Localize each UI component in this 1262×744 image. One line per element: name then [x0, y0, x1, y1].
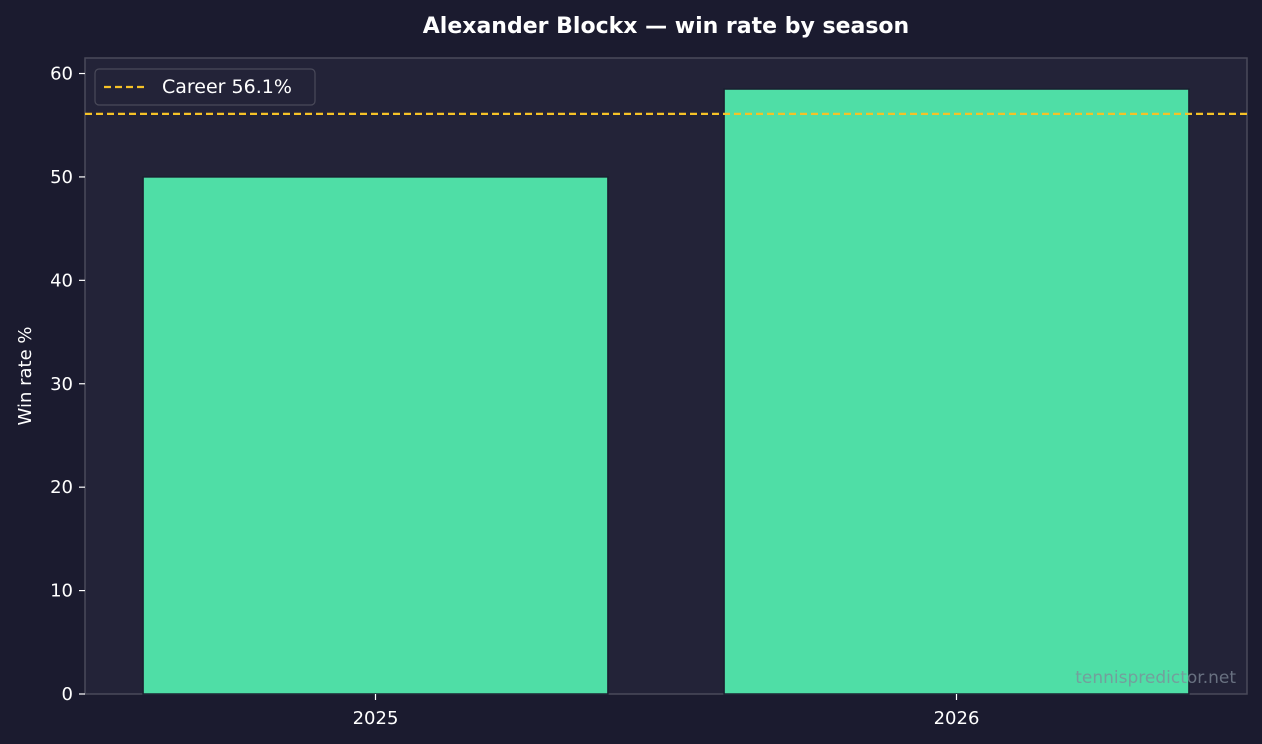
y-axis: 0 10 20 30 40 50 60: [50, 64, 85, 705]
x-axis: 2025 2026: [353, 694, 980, 729]
legend-label-career: Career 56.1%: [162, 76, 292, 98]
y-tick-label: 20: [50, 477, 73, 498]
chart-title: Alexander Blockx — win rate by season: [423, 14, 909, 39]
x-tick-label-2025: 2025: [353, 708, 399, 729]
legend-box: [94, 68, 316, 106]
y-tick-label: 50: [50, 167, 73, 188]
bar-2025: [142, 176, 609, 695]
x-tick-label-2026: 2026: [934, 708, 980, 729]
y-tick-label: 10: [50, 581, 73, 602]
y-tick-label: 40: [50, 270, 73, 291]
bars-layer: [142, 88, 1190, 695]
y-tick-label: 0: [62, 684, 73, 705]
bar-2026: [723, 88, 1190, 695]
watermark: tennispredictor.net: [1075, 668, 1236, 688]
legend: Career 56.1%: [94, 68, 316, 106]
y-tick-label: 60: [50, 64, 73, 85]
y-tick-label: 30: [50, 374, 73, 395]
y-axis-title: Win rate %: [15, 327, 36, 426]
